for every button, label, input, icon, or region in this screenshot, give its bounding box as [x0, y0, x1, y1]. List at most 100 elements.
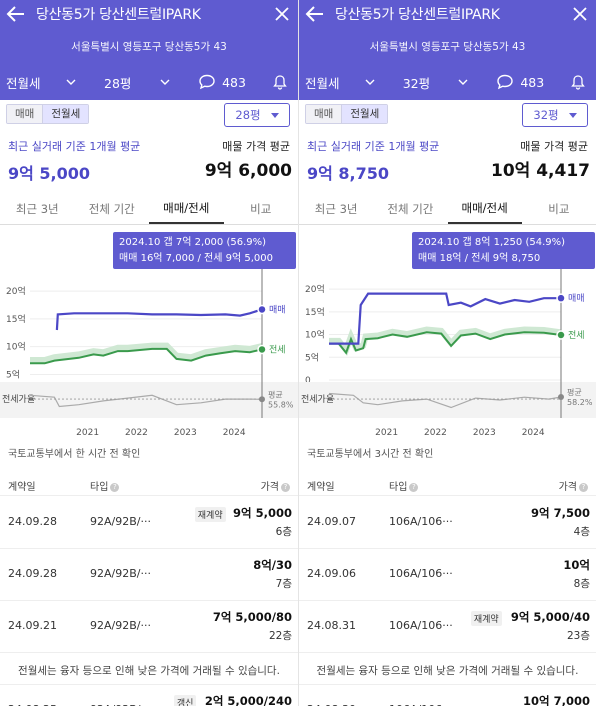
x-tick-label: 2024	[223, 428, 246, 438]
table-row[interactable]: 24.09.28 92A/92B/··· 8억/30 7층	[0, 549, 298, 601]
update-status: 국토교통부에서 3시간 전 확인	[307, 449, 434, 460]
table-row[interactable]: 24.09.07 106A/106··· 9억 7,500 4층	[299, 497, 596, 549]
tab-all-period[interactable]: 전체 기간	[387, 201, 434, 216]
header-price: 가격?	[559, 478, 588, 493]
price-chart[interactable]: 20억 15억 10억 5억 0 전세가율 2021 2022 2023 2024 매매 전세 평균 58…	[299, 228, 596, 444]
gap-band	[0, 382, 298, 418]
deal-type-label: 전월세	[6, 75, 41, 91]
contract-badge: 재계약	[470, 611, 502, 626]
deal-type-dropdown[interactable]: 전월세	[299, 64, 381, 100]
tab-compare[interactable]: 비교	[250, 201, 272, 216]
gap-band	[299, 382, 596, 418]
header-price-label: 가격	[558, 482, 577, 493]
gap-axis-label: 전세가율	[301, 394, 334, 405]
unit-type: 106A/106···	[389, 619, 453, 632]
legend-jeonse: 전세	[269, 344, 286, 355]
price: 9억 7,500	[531, 506, 590, 520]
y-tick-label: 0	[305, 376, 311, 386]
unit-type: 92A/92B/···	[90, 703, 151, 706]
area-dropdown[interactable]: 28평	[82, 64, 182, 100]
complex-title: 당산동5가 당산센트럴IPARK	[36, 7, 201, 23]
gap-axis-label: 전세가율	[2, 394, 35, 405]
x-tick-label: 2023	[174, 428, 197, 438]
contract-badge: 재계약	[194, 507, 226, 522]
listing-average-label: 매물 가격 평균	[222, 140, 290, 153]
tab-recent-3y[interactable]: 최근 3년	[15, 201, 59, 216]
contract-date: 24.09.21	[8, 619, 57, 632]
price: 10억 7,000	[523, 694, 590, 706]
area-select[interactable]: 28평	[224, 103, 290, 127]
contract-date: 24.08.31	[307, 619, 356, 632]
chevron-down-icon	[66, 79, 76, 85]
legend-jeonse: 전세	[568, 330, 585, 341]
deal-type-dropdown[interactable]: 전월세	[0, 64, 82, 100]
apartment-panel: 당산동5가 당산센트럴IPARK 서울특별시 영등포구 당산동5가 43 전월세…	[298, 0, 596, 706]
table-row[interactable]: 24.08.30106A/106···10억 7,00018층	[299, 685, 596, 706]
comments-button[interactable]: 483	[182, 64, 262, 100]
floor: 4층	[573, 526, 590, 538]
help-icon[interactable]: ?	[281, 483, 290, 492]
contract-date: 24.08.25	[8, 703, 57, 706]
address: 서울특별시 영등포구 당산동5가 43	[71, 41, 227, 53]
header-date: 계약일	[8, 482, 36, 493]
tooltip-line-1: 2024.10 갭 8억 1,250 (54.9%)	[418, 237, 566, 248]
unit-type: 92A/92B/···	[90, 619, 151, 632]
caret-down-icon	[270, 112, 279, 118]
unit-type: 92A/92B/···	[90, 515, 151, 528]
sale-point	[556, 293, 566, 303]
toggle-rent[interactable]: 전월세	[42, 105, 89, 123]
arrow-left-icon[interactable]	[4, 2, 28, 26]
header-type-label: 타입	[389, 482, 408, 493]
rent-disclaimer: 전월세는 융자 등으로 인해 낮은 가격에 거래될 수 있습니다.	[299, 657, 596, 685]
toggle-sale[interactable]: 매매	[7, 105, 43, 123]
area-dropdown[interactable]: 32평	[381, 64, 481, 100]
deal-type-label: 전월세	[305, 75, 340, 91]
tab-sale-jeonse[interactable]: 매매/전세	[149, 193, 224, 224]
chevron-down-icon	[160, 79, 170, 85]
help-icon[interactable]: ?	[110, 483, 120, 492]
filter-bar: 전월세 28평 483	[0, 64, 298, 100]
floor: 23층	[566, 630, 590, 642]
recent-average-value: 9억 5,000	[8, 164, 91, 183]
header-price-label: 가격	[260, 482, 279, 493]
toggle-sale[interactable]: 매매	[306, 105, 342, 123]
table-row[interactable]: 24.08.2592A/92B/···2억 5,000/24026층갱신	[0, 685, 298, 706]
close-icon[interactable]	[270, 2, 294, 26]
help-icon[interactable]: ?	[579, 483, 588, 492]
tab-sale-jeonse[interactable]: 매매/전세	[447, 193, 522, 224]
table-row[interactable]: 24.09.21 92A/92B/··· 7억 5,000/80 22층	[0, 601, 298, 653]
area-select-value: 28평	[235, 108, 261, 122]
alert-button[interactable]	[560, 64, 596, 100]
caret-down-icon	[568, 112, 577, 118]
y-tick-label: 10억	[6, 341, 26, 353]
tab-compare[interactable]: 비교	[548, 201, 570, 216]
table-row[interactable]: 24.08.31 106A/106··· 9억 5,000/40 23층 재계약	[299, 601, 596, 653]
gap-average-value: 55.8%	[268, 400, 294, 409]
y-tick-label: 15억	[6, 313, 26, 325]
close-icon[interactable]	[568, 2, 592, 26]
tooltip-line-2: 매매 18억 / 전세 9억 8,750	[418, 253, 541, 264]
listing-average-label: 매물 가격 평균	[520, 140, 588, 153]
table-row[interactable]: 24.09.28 92A/92B/··· 9억 5,000 6층 재계약	[0, 497, 298, 549]
unit-type: 106A/106···	[389, 567, 453, 580]
jeonse-line	[329, 331, 562, 355]
toggle-rent[interactable]: 전월세	[341, 105, 388, 123]
tab-recent-3y[interactable]: 최근 3년	[314, 201, 358, 216]
comments-button[interactable]: 483	[480, 64, 560, 100]
table-row[interactable]: 24.09.06 106A/106··· 10억 8층	[299, 549, 596, 601]
listing-average-value: 10억 4,417	[491, 161, 590, 181]
recent-average-label: 최근 실거래 기준 1개월 평균	[307, 140, 440, 153]
y-tick-label: 5억	[305, 351, 319, 363]
arrow-left-icon[interactable]	[303, 2, 327, 26]
floor: 6층	[275, 526, 292, 538]
help-icon[interactable]: ?	[409, 483, 419, 492]
floor: 22층	[268, 630, 292, 642]
tab-all-period[interactable]: 전체 기간	[88, 201, 135, 216]
update-status: 국토교통부에서 한 시간 전 확인	[8, 449, 141, 460]
alert-button[interactable]	[262, 64, 298, 100]
price-chart[interactable]: 20억 15억 10억 5억 전세가율 2021 2022 2023 2024 매매 전세 평균 55.…	[0, 228, 298, 444]
area-select[interactable]: 32평	[522, 103, 588, 127]
legend-sale: 매매	[269, 304, 286, 315]
y-tick-label: 10억	[305, 329, 325, 341]
